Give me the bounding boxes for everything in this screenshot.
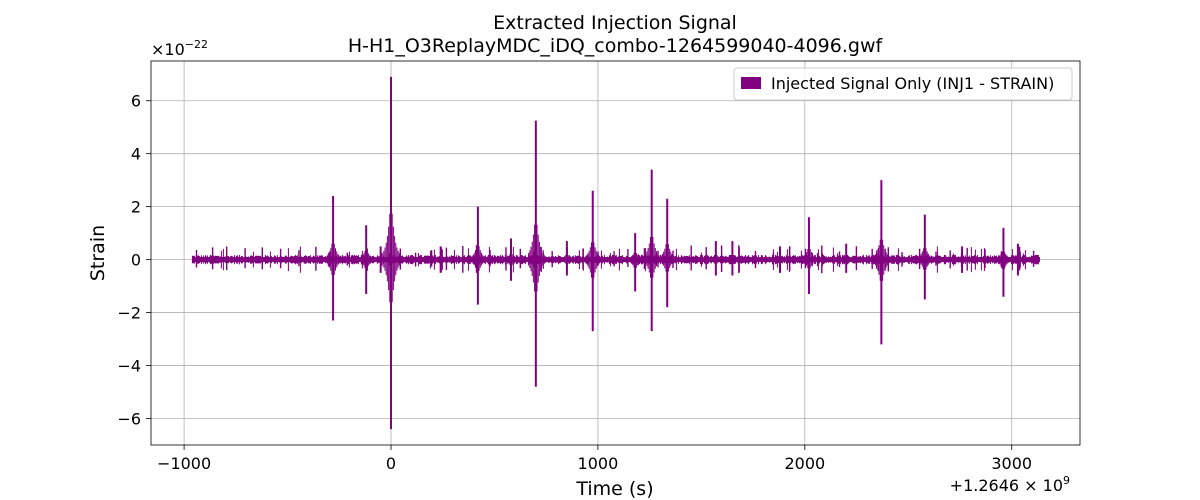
x-axis-ticks: −1000 0 1000 2000 3000 (157, 445, 1032, 473)
y-axis-label: Strain (87, 225, 109, 281)
signal-spike-burst (559, 255, 580, 264)
y-tick-label: 4 (131, 145, 141, 164)
legend-swatch (741, 77, 761, 89)
y-tick-label: −2 (117, 304, 141, 323)
chart-title: Extracted Injection Signal (493, 12, 737, 34)
x-offset-base: +1.2646 × 10 (950, 476, 1063, 495)
x-tick-label: 3000 (991, 454, 1032, 473)
signal-spike-burst (585, 242, 606, 278)
signal-spike-burst (373, 256, 394, 263)
signal-spike-burst (873, 239, 894, 281)
signal-spike-burst (1010, 255, 1031, 264)
plot-area-frame (150, 60, 1081, 446)
x-tick-label: 2000 (784, 454, 825, 473)
x-offset-label: +1.2646 × 109 (950, 474, 1070, 495)
y-tick-label: −6 (117, 410, 141, 429)
x-offset-exp: 9 (1063, 474, 1070, 487)
y-tick-label: −4 (117, 357, 141, 376)
legend: Injected Signal Only (INJ1 - STRAIN) (733, 67, 1073, 101)
signal-spike-burst (724, 255, 745, 264)
signal-spike-burst (659, 244, 680, 272)
chart-subtitle: H-H1_O3ReplayMDC_iDQ_combo-1264599040-40… (348, 35, 884, 57)
signal-spike-burst (917, 248, 938, 270)
legend-label: Injected Signal Only (INJ1 - STRAIN) (771, 74, 1054, 93)
signal-spike-burst (433, 256, 454, 263)
signal-spike-burst (503, 254, 524, 265)
signal-spike-burst (801, 249, 822, 269)
signal-spike-burst (470, 246, 491, 271)
signal-spike-burst (627, 253, 648, 268)
signal-spike-burst (358, 251, 379, 269)
x-tick-label: −1000 (157, 454, 211, 473)
signal-spike-burst (772, 256, 793, 263)
signal-spike-burst (838, 255, 859, 263)
grid (151, 61, 1080, 445)
y-scale-label: ×10−22 (151, 38, 208, 59)
y-tick-label: 2 (131, 198, 141, 217)
x-axis-label: Time (s) (575, 478, 653, 500)
x-tick-label: 0 (386, 454, 396, 473)
signal-spike-burst (325, 243, 346, 275)
x-tick-label: 1000 (578, 454, 619, 473)
series-injected-signal (191, 76, 1040, 430)
y-scale-base: ×10 (151, 40, 185, 59)
signal-spike-burst (954, 256, 975, 263)
y-tick-label: 0 (131, 251, 141, 270)
signal-noise (191, 246, 1040, 273)
legend-box (733, 67, 1073, 101)
signal-spike-burst (528, 224, 549, 292)
y-scale-exp: −22 (185, 38, 208, 51)
y-axis-ticks: −6 −4 −2 0 2 4 6 (117, 92, 151, 429)
signal-spike-burst (383, 213, 404, 303)
y-tick-label: 6 (131, 92, 141, 111)
